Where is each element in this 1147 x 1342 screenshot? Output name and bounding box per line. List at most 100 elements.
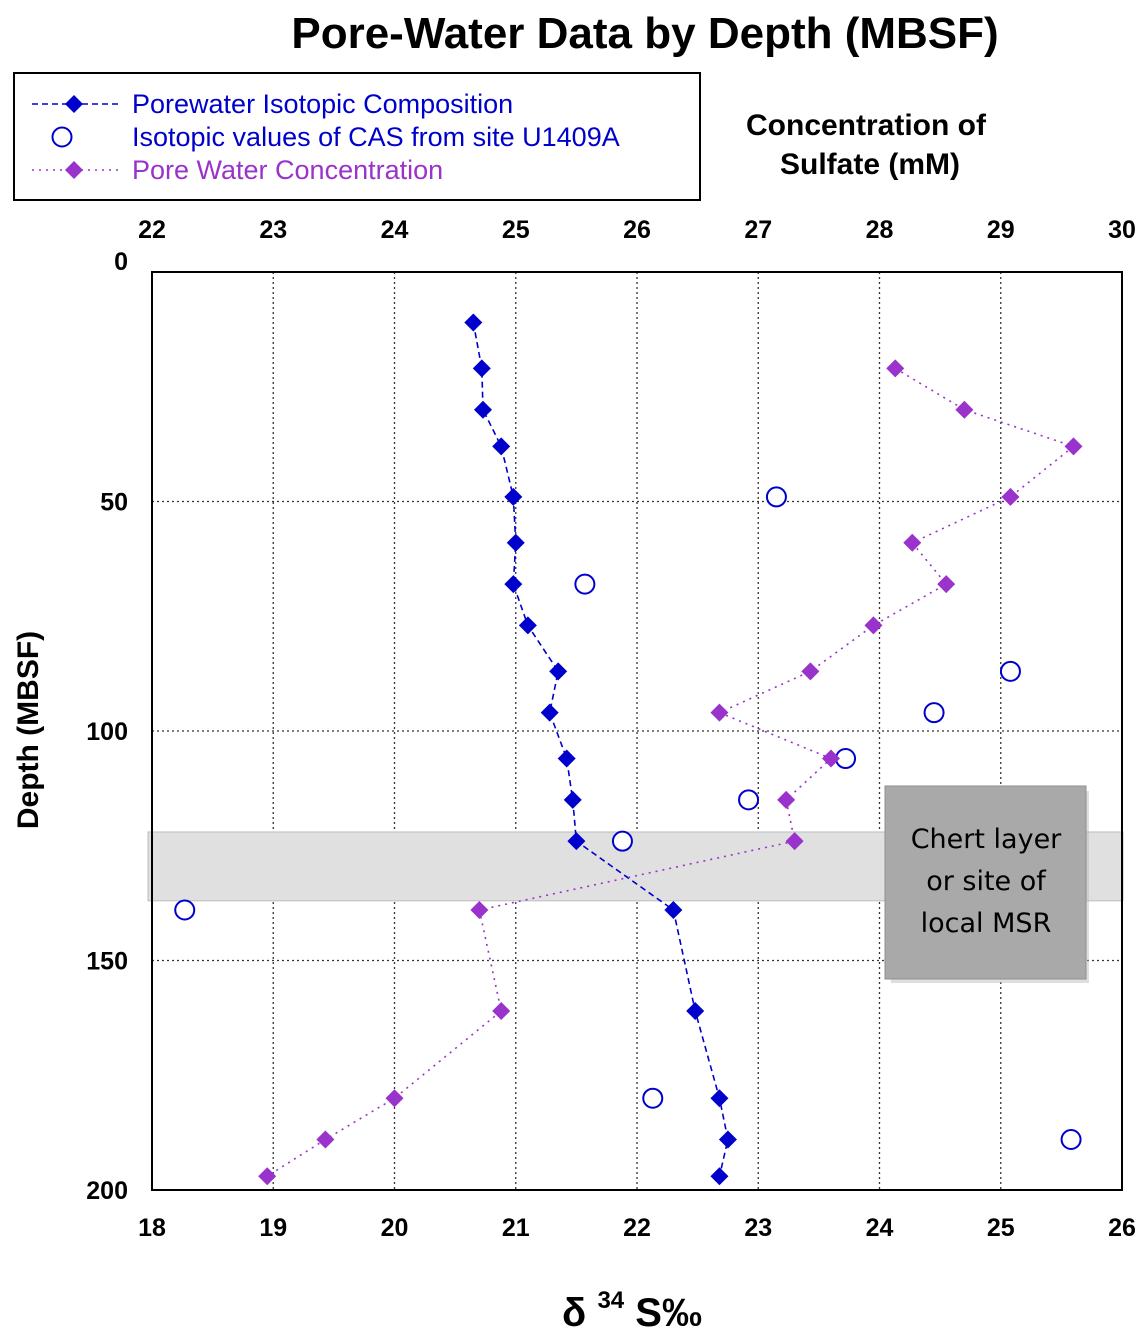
y-tick-label: 150 [86, 948, 128, 976]
data-point-diamond [540, 703, 559, 722]
top-tick-label: 30 [1108, 216, 1136, 244]
top-axis-label-line1: Concentration of [746, 109, 987, 142]
data-point-circle [611, 830, 633, 852]
legend-label: Pore Water Concentration [132, 155, 443, 185]
chert-note-box [884, 785, 1087, 980]
data-point-diamond [710, 1089, 729, 1108]
data-point-diamond [664, 901, 683, 920]
chart-title: Pore-Water Data by Depth (MBSF) [291, 9, 998, 58]
x-axis-label-rest: S‰ [635, 1291, 702, 1335]
data-point-diamond [886, 359, 905, 378]
data-point-diamond [955, 400, 974, 419]
data-point-diamond [785, 832, 804, 851]
data-point-diamond [567, 832, 586, 851]
data-point-diamond [549, 662, 568, 681]
data-point-circle [574, 573, 596, 595]
data-point-diamond [492, 437, 511, 456]
legend-entry-1: Porewater Isotopic Composition [32, 89, 513, 119]
data-point-diamond [710, 1167, 729, 1186]
data-point-diamond [718, 1130, 737, 1149]
bottom-tick-label: 18 [138, 1214, 166, 1242]
legend-symbol-circle [51, 126, 73, 148]
legend-symbol-diamond [65, 95, 83, 113]
y-tick-label: 200 [86, 1177, 128, 1205]
chert-note-line: or site of [926, 866, 1047, 897]
bottom-tick-label: 22 [623, 1214, 651, 1242]
top-tick-label: 27 [744, 216, 772, 244]
top-tick-label: 28 [866, 216, 894, 244]
data-point-diamond [474, 400, 493, 419]
top-tick-label: 23 [259, 216, 287, 244]
data-point-diamond [470, 901, 489, 920]
bottom-tick-label: 24 [866, 1214, 894, 1242]
data-point-circle [642, 1087, 664, 1109]
top-tick-label: 24 [381, 216, 409, 244]
data-point-circle [999, 660, 1021, 682]
y-tick-label: 100 [86, 718, 128, 746]
data-point-diamond [903, 533, 922, 552]
data-point-circle [923, 702, 945, 724]
grid-lines [152, 272, 1122, 1190]
series-1 [464, 313, 737, 1186]
data-point-diamond [504, 487, 523, 506]
top-axis-label-line2: Sulfate (mM) [780, 148, 960, 181]
data-point-diamond [937, 575, 956, 594]
data-point-diamond [506, 533, 525, 552]
legend-entry-2: Isotopic values of CAS from site U1409A [51, 122, 620, 152]
data-point-diamond [1064, 437, 1083, 456]
tick-labels: 22 23 24 25 26 27 28 29 30 18 19 20 21 22 23 24 25 26 0 50 1… [86, 216, 1136, 1242]
x-axis-label-sup: 34 [597, 1287, 624, 1314]
bottom-tick-label: 20 [381, 1214, 409, 1242]
chert-note-line: Chert layer [911, 824, 1062, 855]
data-point-circle [1060, 1129, 1082, 1151]
legend-symbol-diamond [65, 161, 83, 179]
chert-note: Chert layer or site of local MSR [884, 785, 1089, 983]
data-point-diamond [710, 703, 729, 722]
data-point-diamond [492, 1001, 511, 1020]
data-point-diamond [504, 575, 523, 594]
series-line [472, 322, 729, 1177]
data-point-circle [738, 789, 760, 811]
series-line [266, 367, 1076, 1177]
series-2 [174, 486, 1082, 1151]
data-point-diamond [464, 313, 483, 332]
data-point-circle [765, 486, 787, 508]
top-tick-label: 26 [623, 216, 651, 244]
bottom-tick-label: 19 [259, 1214, 287, 1242]
data-point-diamond [563, 790, 582, 809]
data-point-diamond [686, 1001, 705, 1020]
data-point-diamond [258, 1167, 277, 1186]
series-3 [258, 359, 1083, 1186]
bottom-tick-label: 23 [744, 1214, 772, 1242]
y-tick-label: 50 [100, 489, 128, 517]
legend-label: Porewater Isotopic Composition [132, 89, 513, 119]
data-point-circle [174, 899, 196, 921]
data-point-diamond [1001, 487, 1020, 506]
data-point-diamond [777, 790, 796, 809]
data-point-diamond [822, 749, 840, 768]
top-tick-label: 29 [987, 216, 1015, 244]
data-point-diamond [557, 749, 576, 768]
data-point-diamond [518, 616, 537, 635]
bottom-tick-label: 25 [987, 1214, 1015, 1242]
plot-border [151, 271, 1123, 1191]
bottom-tick-label: 21 [502, 1214, 530, 1242]
chert-note-line: local MSR [921, 908, 1052, 939]
y-axis-label: Depth (MBSF) [12, 631, 45, 829]
data-point-diamond [864, 616, 883, 635]
top-tick-label: 25 [502, 216, 530, 244]
data-point-diamond [801, 662, 820, 681]
bottom-tick-label: 26 [1108, 1214, 1136, 1242]
legend-box [13, 72, 701, 201]
series-layer [174, 313, 1083, 1186]
x-axis-label-main: δ [562, 1291, 586, 1335]
x-axis-label: δ 34 S‰ [562, 1273, 702, 1335]
legend-entry-3: Pore Water Concentration [32, 155, 443, 185]
y-tick-label: 0 [114, 248, 128, 276]
legend-label: Isotopic values of CAS from site U1409A [132, 122, 620, 152]
data-point-diamond [385, 1089, 404, 1108]
plot-frame [151, 271, 1123, 1191]
data-point-diamond [472, 359, 491, 378]
